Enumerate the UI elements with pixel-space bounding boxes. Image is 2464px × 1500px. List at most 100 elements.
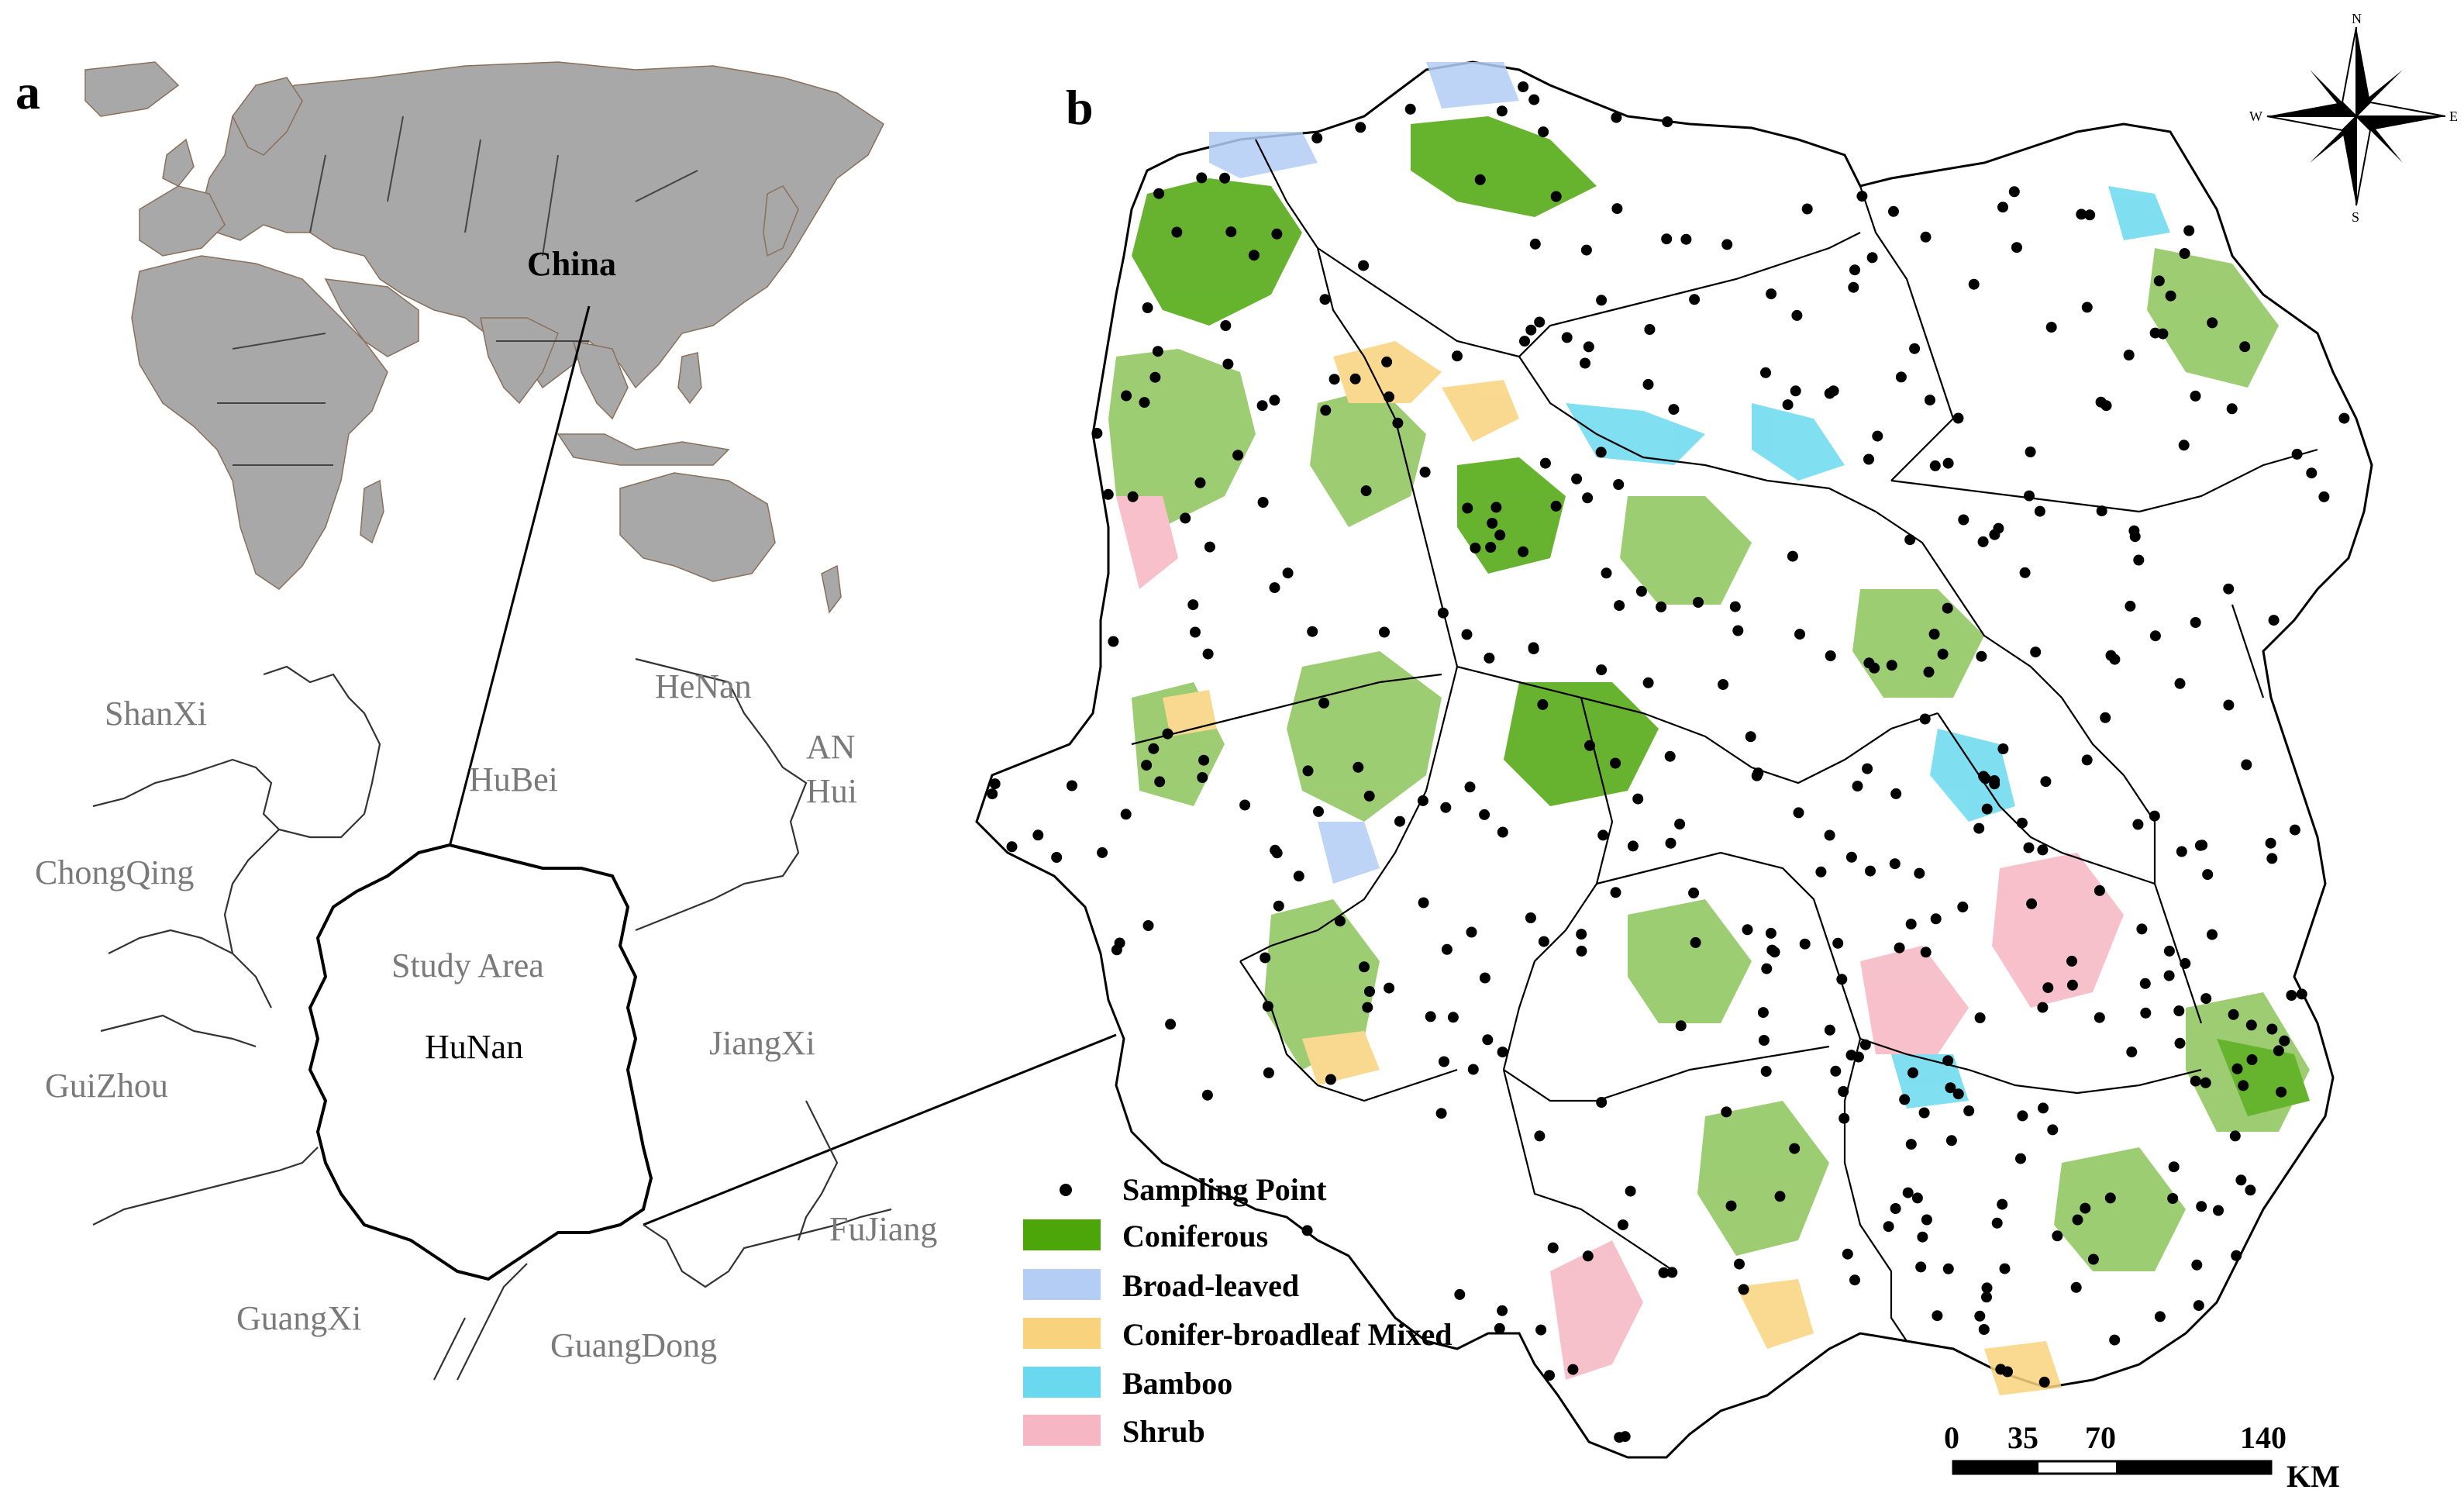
sampling-point [2196, 1201, 2207, 1212]
sampling-point [2179, 248, 2190, 259]
sampling-point [1584, 740, 1595, 751]
sampling-point [2286, 990, 2297, 1001]
label-hunan: HuNan [425, 1028, 523, 1066]
indonesia [557, 433, 730, 466]
sampling-point [1937, 648, 1949, 660]
sampling-point [2008, 186, 2020, 198]
sampling-point [1859, 1039, 1871, 1050]
sampling-point [1801, 203, 1813, 215]
sampling-point [2019, 567, 2031, 578]
sampling-point [2011, 242, 2022, 253]
sampling-point [1319, 294, 1331, 305]
india [480, 317, 559, 405]
sampling-point [1425, 1011, 1436, 1022]
sampling-point [1799, 938, 1811, 950]
sampling-point [1497, 1047, 1508, 1058]
sampling-point [1466, 926, 1477, 938]
sampling-point [1482, 1034, 1494, 1046]
sampling-point [2125, 600, 2136, 612]
sampling-point [1302, 765, 1314, 777]
sampling-point [2153, 275, 2165, 287]
sampling-point [1836, 974, 1848, 985]
sampling-point [1675, 1020, 1687, 1032]
sampling-point [1525, 324, 1537, 336]
sampling-point [1690, 936, 1701, 948]
panel-b-label: b [1066, 80, 1094, 135]
sampling-point [1194, 477, 1206, 488]
sampling-point [1721, 239, 1733, 250]
legend-item-shrub: Shrub [1023, 1414, 1205, 1449]
sampling-point [2154, 1311, 2166, 1322]
sampling-point [1496, 105, 1508, 117]
sampling-point [1957, 902, 1969, 912]
sampling-point [1917, 1231, 1928, 1243]
sampling-point [1154, 776, 1166, 788]
sampling-point [1766, 944, 1778, 956]
sampling-point [2338, 412, 2350, 424]
sampling-point [1815, 866, 1827, 878]
sampling-point [1180, 512, 1191, 524]
sampling-point [1447, 1012, 1459, 1023]
sampling-point [2207, 317, 2218, 329]
sampling-point [2163, 945, 2175, 957]
sampling-point [2052, 1230, 2063, 1242]
sampling-point [1384, 982, 1395, 994]
sampling-point [1968, 278, 1980, 290]
sampling-point [1547, 1242, 1559, 1253]
sampling-point [1379, 626, 1390, 638]
sampling-point [2096, 505, 2107, 517]
sampling-point [1550, 500, 1562, 512]
sampling-point [1528, 94, 1540, 105]
sampling-point [1474, 174, 1486, 185]
sampling-point [1978, 771, 1990, 782]
sampling-point [1418, 897, 1429, 909]
sampling-point [1757, 1007, 1769, 1019]
sampling-point [1490, 502, 1502, 513]
sampling-point [1269, 582, 1280, 594]
sampling-point [1644, 324, 1656, 335]
sampling-point [1273, 900, 1284, 912]
sampling-point [1890, 1203, 1901, 1214]
sampling-point [1862, 763, 1873, 774]
sampling-point [1307, 626, 1318, 637]
sampling-point [1632, 793, 1644, 805]
scale-unit: KM [2287, 1459, 2340, 1494]
sampling-point [1689, 294, 1701, 305]
label-anhui-2: Hui [806, 772, 857, 810]
sampling-point [1761, 963, 1773, 974]
sampling-point [1849, 1274, 1860, 1286]
sampling-point [1353, 761, 1364, 773]
sampling-point [2100, 712, 2111, 723]
sampling-point [2190, 1075, 2201, 1087]
scale-tick-0: 0 [1944, 1420, 1959, 1455]
sampling-point [1518, 81, 1529, 92]
sampling-point [2045, 322, 2057, 333]
label-guangdong: GuangDong [550, 1326, 717, 1364]
sampling-point [2291, 448, 2303, 460]
sampling-point [1738, 1284, 1749, 1295]
sampling-point [1989, 775, 2000, 786]
sampling-point [1905, 1139, 1917, 1150]
sampling-point [1842, 1248, 1853, 1260]
sampling-point [1981, 803, 1993, 815]
sampling-point [1865, 865, 1876, 877]
legend-label-broadleaved: Broad-leaved [1122, 1268, 1299, 1303]
label-study-area: Study Area [391, 947, 544, 984]
sampling-point [2038, 1376, 2050, 1388]
sampling-point [1794, 629, 1805, 640]
sampling-point [1614, 1432, 1625, 1443]
sampling-point [2174, 678, 2186, 689]
sampling-point [1293, 871, 1304, 882]
sampling-point [2266, 1023, 2278, 1035]
sampling-point [1890, 788, 1902, 799]
sampling-point [2213, 1205, 2224, 1216]
sampling-point [1766, 288, 1777, 300]
sampling-point [1665, 837, 1677, 849]
sampling-point [1349, 373, 1361, 384]
sampling-point [1734, 1258, 1745, 1270]
sampling-point [1441, 943, 1453, 955]
sampling-point [1394, 816, 1405, 827]
sampling-point [1262, 1001, 1273, 1012]
scale-tick-140: 140 [2240, 1420, 2287, 1455]
